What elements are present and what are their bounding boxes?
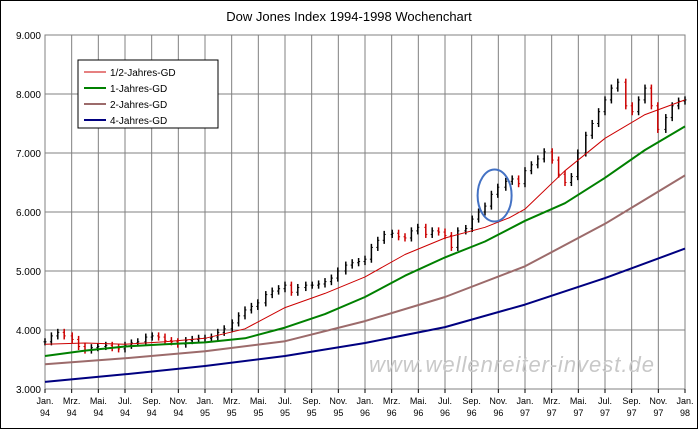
x-tick-label-year: 94 — [147, 408, 157, 418]
legend-label: 4-Jahres-GD — [110, 116, 167, 127]
x-tick-label-year: 96 — [413, 408, 423, 418]
x-tick-label-month: Mrz. — [383, 396, 401, 406]
x-tick-label-month: Mai. — [250, 396, 267, 406]
x-tick-label-month: Jul. — [278, 396, 292, 406]
y-tick-label: 5.000 — [16, 267, 41, 278]
legend-label: 1-Jahres-GD — [110, 84, 167, 95]
x-tick-label-year: 96 — [360, 408, 370, 418]
x-tick-label-month: Jan. — [356, 396, 373, 406]
x-tick-label-year: 98 — [680, 408, 690, 418]
x-tick-label-month: Jan. — [516, 396, 533, 406]
x-tick-label-year: 94 — [93, 408, 103, 418]
legend-label: 2-Jahres-GD — [110, 100, 167, 111]
x-tick-label-month: Jul. — [438, 396, 452, 406]
legend-label: 1/2-Jahres-GD — [110, 68, 176, 79]
x-tick-label-year: 96 — [493, 408, 503, 418]
x-tick-label-month: Jul. — [598, 396, 612, 406]
moving-average-lines — [44, 99, 686, 383]
chart-title: Dow Jones Index 1994-1998 Wochenchart — [226, 9, 472, 24]
x-tick-label-year: 97 — [573, 408, 583, 418]
x-tick-label-month: Sep. — [302, 396, 321, 406]
x-tick-label-year: 95 — [227, 408, 237, 418]
x-tick-label-year: 95 — [333, 408, 343, 418]
x-tick-label-year: 97 — [600, 408, 610, 418]
x-tick-label-year: 97 — [627, 408, 637, 418]
x-tick-label-year: 94 — [120, 408, 130, 418]
x-tick-label-year: 95 — [200, 408, 210, 418]
y-axis-ticks: 9.000 8.000 7.000 6.000 5.000 4.000 3.000 — [16, 31, 41, 396]
watermark-text: www.wellenreiter-invest.de — [369, 352, 655, 377]
x-tick-label-year: 96 — [440, 408, 450, 418]
x-tick-label-year: 97 — [520, 408, 530, 418]
x-tick-label-month: Nov. — [329, 396, 347, 406]
series-line-3 — [44, 174, 686, 366]
x-tick-label-month: Nov. — [169, 396, 187, 406]
x-tick-label-month: Jan. — [36, 396, 53, 406]
x-axis-ticks: Jan. 94 Mrz. 94 Mai. 94 Jul. 94 Sep. 94 Nov. 94 Jan.… — [36, 389, 694, 418]
x-tick-label-month: Sep. — [142, 396, 161, 406]
x-tick-label-month: Mrz. — [223, 396, 241, 406]
x-tick-label-month: Sep. — [622, 396, 641, 406]
x-tick-label-year: 94 — [40, 408, 50, 418]
x-tick-label-month: Mai. — [90, 396, 107, 406]
series-line-2 — [44, 125, 686, 357]
x-tick-label-year: 96 — [467, 408, 477, 418]
x-tick-label-month: Jan. — [196, 396, 213, 406]
x-tick-label-year: 97 — [547, 408, 557, 418]
x-tick-label-year: 95 — [307, 408, 317, 418]
x-tick-label-month: Jul. — [118, 396, 132, 406]
highlight-ellipse — [476, 168, 513, 223]
y-tick-label: 4.000 — [16, 326, 41, 337]
x-tick-label-month: Mrz. — [543, 396, 561, 406]
series-line-4 — [44, 247, 686, 383]
y-tick-label: 8.000 — [16, 90, 41, 101]
x-tick-label-month: Nov. — [649, 396, 667, 406]
legend: 1/2-Jahres-GD 1-Jahres-GD 2-Jahres-GD 4-Jah… — [77, 59, 219, 129]
y-tick-label: 7.000 — [16, 149, 41, 160]
grid — [45, 35, 685, 389]
x-tick-label-month: Sep. — [462, 396, 481, 406]
x-tick-label-year: 94 — [173, 408, 183, 418]
y-tick-label: 9.000 — [16, 31, 41, 42]
y-tick-label: 6.000 — [16, 208, 41, 219]
x-tick-label-year: 97 — [653, 408, 663, 418]
x-tick-label-year: 95 — [280, 408, 290, 418]
legend-box — [77, 59, 219, 129]
y-tick-label: 3.000 — [16, 385, 41, 396]
x-tick-label-year: 95 — [253, 408, 263, 418]
series-line-1 — [44, 99, 686, 345]
x-tick-label-month: Mai. — [410, 396, 427, 406]
x-tick-label-month: Nov. — [489, 396, 507, 406]
x-tick-label-month: Jan. — [676, 396, 693, 406]
x-tick-label-year: 94 — [67, 408, 77, 418]
x-tick-label-year: 96 — [387, 408, 397, 418]
x-tick-label-month: Mai. — [570, 396, 587, 406]
x-tick-label-month: Mrz. — [63, 396, 81, 406]
